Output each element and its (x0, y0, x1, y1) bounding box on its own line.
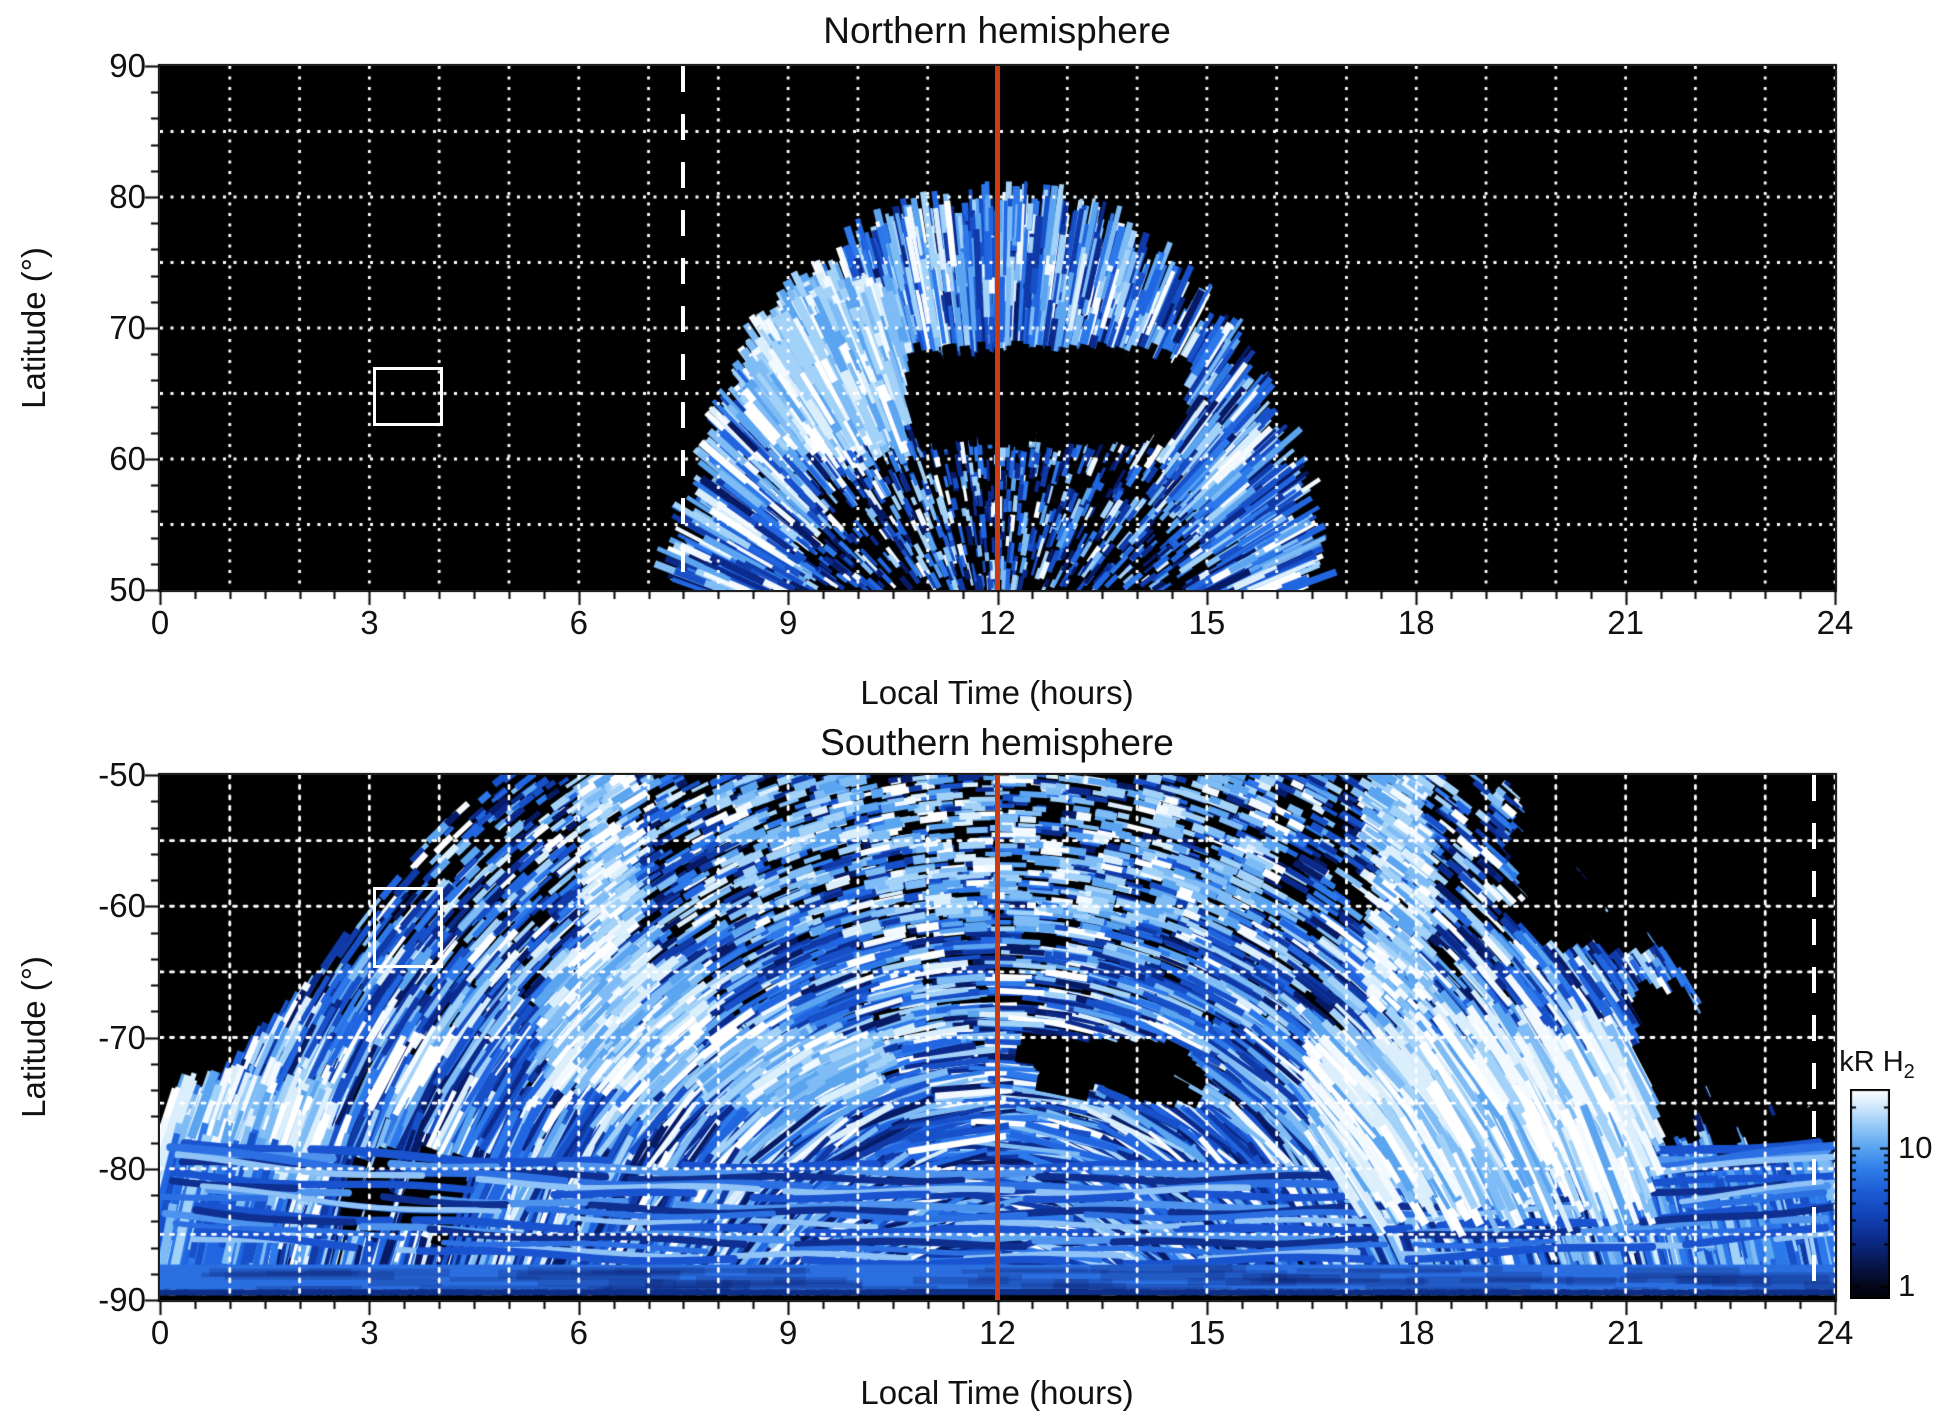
colorbar-tick-label: 10 (1898, 1130, 1933, 1166)
north-x-tick-label: 21 (1607, 604, 1644, 641)
north-x-tick-label: 12 (979, 604, 1016, 641)
north-y-tick-label: 60 (109, 440, 146, 477)
south-y-tick-label: -60 (98, 887, 146, 925)
north-x-tick-label: 6 (569, 604, 588, 641)
north-y-tick-label: 70 (109, 309, 146, 346)
south-y-tick-label: -90 (98, 1281, 146, 1318)
south-x-tick-label: 12 (979, 1314, 1016, 1351)
colorbar-title: kR H2 (1822, 1046, 1932, 1084)
north-x-tick-label: 24 (1816, 604, 1854, 641)
colorbar-title-subscript: 2 (1903, 1060, 1915, 1083)
north-x-tick-label: 15 (1188, 604, 1226, 641)
south-noon-line (995, 775, 1000, 1300)
south-x-tick-label: 0 (150, 1314, 170, 1351)
south-x-tick-label: 18 (1397, 1314, 1435, 1351)
north-y-tick-label: 50 (109, 571, 146, 608)
south-x-tick-label: 6 (569, 1314, 588, 1351)
south-panel-title: Southern hemisphere (820, 722, 1174, 763)
south-y-tick-label: -70 (98, 1018, 146, 1056)
colorbar (1850, 1089, 1890, 1299)
south-selection-box (372, 886, 443, 968)
colorbar-tick-label: 1 (1898, 1267, 1916, 1303)
south-x-tick-label: 9 (778, 1314, 798, 1351)
south-x-tick-label: 21 (1607, 1314, 1644, 1351)
north-x-tick-label: 18 (1397, 604, 1435, 641)
south-x-tick-label: 15 (1188, 1314, 1226, 1351)
south-y-tick-label: -50 (98, 756, 146, 793)
north-x-tick-label: 3 (360, 604, 379, 641)
north-x-tick-label: 9 (778, 604, 798, 641)
north-y-tick-label: 80 (109, 178, 146, 215)
south-x-axis-label: Local Time (hours) (860, 1374, 1134, 1411)
south-dashed-reference-line (1812, 775, 1817, 1300)
north-panel-title: Northern hemisphere (823, 10, 1171, 51)
north-y-axis-label: Latitude (°) (15, 247, 52, 409)
south-y-axis-label: Latitude (°) (15, 956, 52, 1118)
north-selection-box (372, 367, 443, 427)
south-x-tick-label: 24 (1816, 1314, 1854, 1351)
north-x-axis-label: Local Time (hours) (860, 674, 1134, 711)
north-dashed-reference-line (681, 66, 686, 590)
north-x-tick-label: 0 (150, 604, 170, 641)
north-y-tick-label: 90 (109, 47, 146, 84)
colorbar-title-text: kR H (1839, 1046, 1904, 1078)
south-y-tick-label: -80 (98, 1149, 146, 1187)
south-x-tick-label: 3 (360, 1314, 379, 1351)
north-noon-line (995, 66, 1000, 590)
